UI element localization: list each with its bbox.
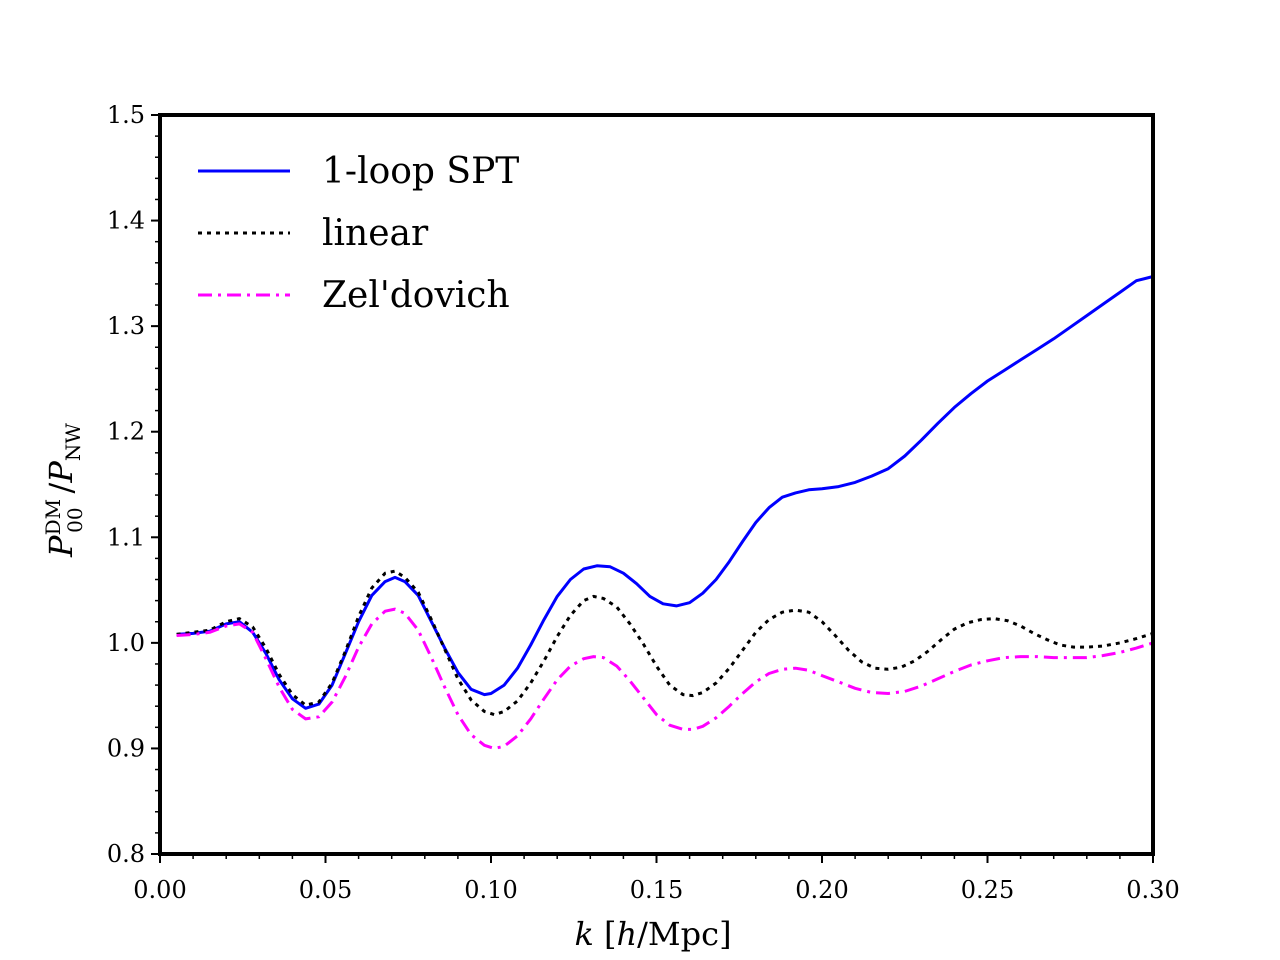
plot-frame [158, 113, 1155, 856]
y-tick-label: 1.2 [107, 418, 145, 446]
y-tick-label: 1.0 [107, 629, 145, 657]
x-tick-label: 0.05 [299, 876, 352, 904]
y-axis: 0.8 0.9 1.0 1.1 1.2 1.3 1.4 1.5 [107, 101, 160, 868]
legend-label: Zel'dovich [322, 275, 510, 316]
y-tick-label: 1.3 [107, 312, 145, 340]
series-line-1 [176, 569, 1154, 717]
legend: 1-loop SPT linear Zel'dovich [198, 151, 519, 316]
series-line-2 [176, 607, 1154, 750]
y-tick-label: 1.4 [107, 207, 145, 235]
y-axis-label: PDM00/PNW [41, 423, 87, 558]
x-tick-label: 0.15 [630, 876, 683, 904]
x-tick-label: 0.00 [133, 876, 186, 904]
series-line-0 [176, 275, 1154, 710]
x-axis-label: k [h/Mpc] [574, 915, 731, 953]
y-tick-label: 1.5 [107, 101, 145, 129]
y-tick-label: 0.9 [107, 734, 145, 762]
series-layer [176, 275, 1154, 750]
legend-label: linear [322, 213, 429, 254]
x-tick-label: 0.25 [961, 876, 1014, 904]
x-tick-label: 0.20 [795, 876, 848, 904]
x-axis: 0.00 0.05 0.10 0.15 0.20 0.25 0.30 [133, 854, 1180, 904]
legend-label: 1-loop SPT [322, 151, 519, 192]
y-tick-label: 1.1 [107, 523, 145, 551]
y-tick-label: 0.8 [107, 840, 145, 868]
x-tick-label: 0.10 [464, 876, 517, 904]
x-tick-label: 0.30 [1126, 876, 1179, 904]
